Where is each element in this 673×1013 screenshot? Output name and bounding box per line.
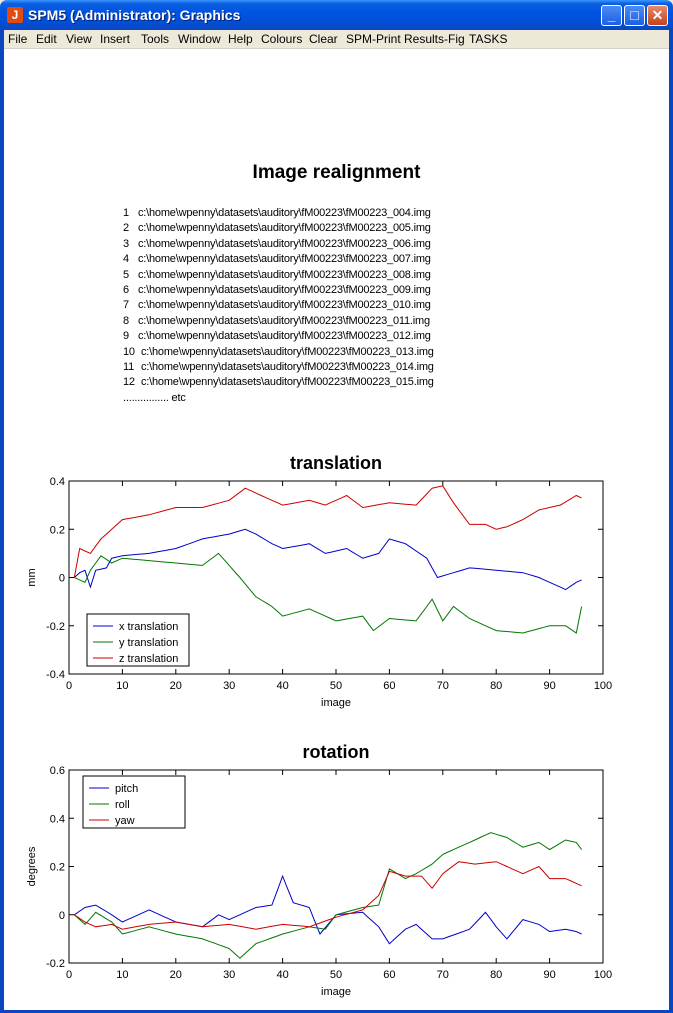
- file-index: 8: [123, 314, 129, 327]
- file-list-item: 1 c:\home\wpenny\datasets\auditory\fM0022…: [123, 207, 431, 219]
- matlab-app-icon[interactable]: J: [7, 7, 23, 23]
- file-index: 11: [123, 361, 135, 373]
- file-index: 4: [123, 253, 129, 266]
- file-path: c:\home\wpenny\datasets\auditory\fM00223…: [138, 284, 431, 296]
- file-list-item: 9 c:\home\wpenny\datasets\auditory\fM0022…: [123, 330, 431, 342]
- file-list-item: 7 c:\home\wpenny\datasets\auditory\fM0022…: [123, 299, 431, 311]
- file-index: 9: [123, 330, 129, 343]
- file-index: 7: [123, 299, 129, 312]
- menu-help[interactable]: Help: [228, 32, 253, 46]
- file-list-item: 5 c:\home\wpenny\datasets\auditory\fM0022…: [123, 269, 431, 281]
- file-index: 12: [123, 376, 135, 389]
- file-index: 3: [123, 237, 129, 250]
- file-list-item: 6 c:\home\wpenny\datasets\auditory\fM0022…: [123, 284, 431, 296]
- file-list-item: 12 c:\home\wpenny\datasets\auditory\fM002…: [123, 376, 434, 388]
- menu-file[interactable]: File: [8, 32, 28, 46]
- file-index: 5: [123, 268, 129, 281]
- close-icon: ✕: [651, 7, 664, 23]
- minimize-icon: _: [607, 7, 616, 23]
- menu-insert[interactable]: Insert: [100, 32, 131, 46]
- menu-tasks[interactable]: TASKS: [469, 32, 508, 46]
- minimize-button[interactable]: _: [601, 5, 622, 26]
- file-path: c:\home\wpenny\datasets\auditory\fM00223…: [138, 237, 431, 250]
- menu-colours[interactable]: Colours: [261, 32, 303, 46]
- menu-clear[interactable]: Clear: [309, 32, 338, 46]
- menu-spm-print[interactable]: SPM-Print: [346, 32, 401, 46]
- file-list-item: 4 c:\home\wpenny\datasets\auditory\fM0022…: [123, 253, 431, 265]
- menu-window[interactable]: Window: [178, 32, 221, 46]
- file-list-item: 8 c:\home\wpenny\datasets\auditory\fM0022…: [123, 315, 430, 327]
- file-list-more: ................ etc: [123, 391, 186, 404]
- file-index: 6: [123, 284, 129, 296]
- file-list-item: 3 c:\home\wpenny\datasets\auditory\fM0022…: [123, 238, 431, 250]
- window-frame-right: [669, 30, 673, 1013]
- file-path: c:\home\wpenny\datasets\auditory\fM00223…: [138, 253, 431, 266]
- file-path: c:\home\wpenny\datasets\auditory\fM00223…: [141, 361, 434, 373]
- window-titlebar[interactable]: J SPM5 (Administrator): Graphics _ □ ✕: [0, 0, 673, 30]
- maximize-icon: □: [630, 7, 639, 23]
- file-path: c:\home\wpenny\datasets\auditory\fM00223…: [138, 330, 431, 343]
- window-frame-left: [0, 30, 4, 1013]
- file-path: c:\home\wpenny\datasets\auditory\fM00223…: [138, 268, 431, 281]
- file-path: c:\home\wpenny\datasets\auditory\fM00223…: [138, 314, 430, 327]
- file-index: 10: [123, 345, 135, 358]
- close-button[interactable]: ✕: [647, 5, 668, 26]
- menu-tools[interactable]: Tools: [141, 32, 170, 46]
- graphics-canvas: [4, 49, 669, 1010]
- file-list-item: 11 c:\home\wpenny\datasets\auditory\fM002…: [123, 361, 434, 373]
- file-list-item: 10 c:\home\wpenny\datasets\auditory\fM002…: [123, 346, 434, 358]
- file-path: c:\home\wpenny\datasets\auditory\fM00223…: [138, 222, 431, 235]
- window-title: SPM5 (Administrator): Graphics: [28, 7, 241, 23]
- file-index: 2: [123, 222, 129, 235]
- window-frame-bottom: [0, 1010, 673, 1013]
- menu-results-fig[interactable]: Results-Fig: [404, 32, 465, 46]
- page-title: Image realignment: [252, 162, 421, 183]
- file-path: c:\home\wpenny\datasets\auditory\fM00223…: [138, 299, 431, 312]
- menu-view[interactable]: View: [66, 32, 92, 46]
- file-path: c:\home\wpenny\datasets\auditory\fM00223…: [141, 376, 434, 389]
- maximize-button[interactable]: □: [624, 5, 645, 26]
- file-index: 1: [123, 207, 129, 219]
- file-path: c:\home\wpenny\datasets\auditory\fM00223…: [141, 345, 434, 358]
- menu-bar: File Edit View Insert Tools Window Help …: [0, 30, 673, 49]
- menu-edit[interactable]: Edit: [36, 32, 57, 46]
- file-list-item: 2 c:\home\wpenny\datasets\auditory\fM0022…: [123, 222, 431, 234]
- file-path: c:\home\wpenny\datasets\auditory\fM00223…: [138, 207, 431, 219]
